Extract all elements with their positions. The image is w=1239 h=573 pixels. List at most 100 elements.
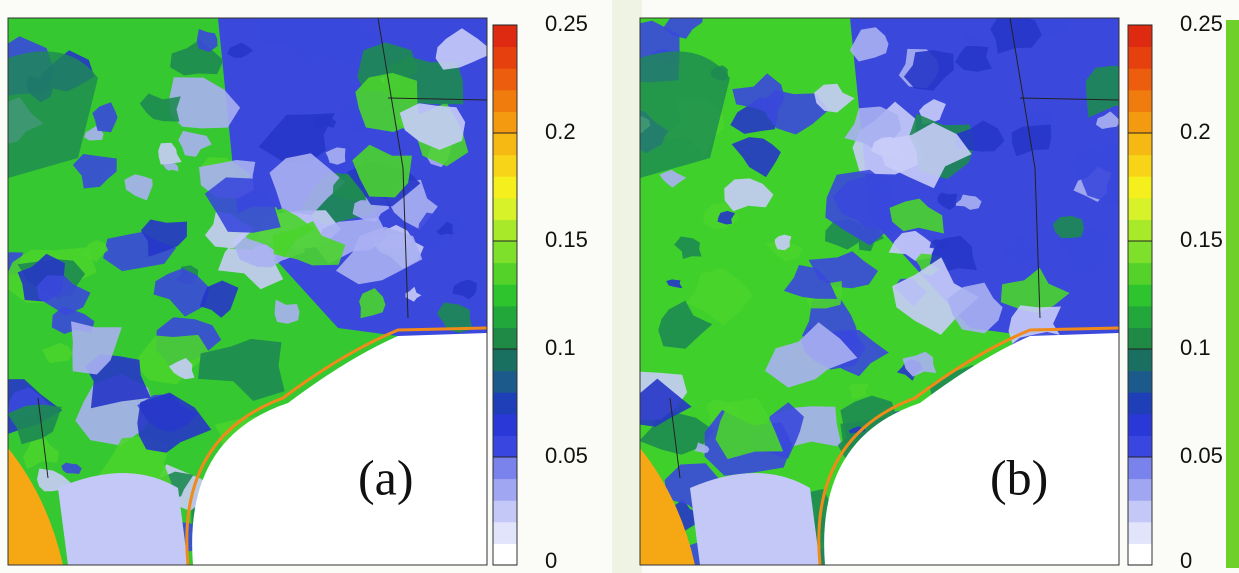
map-patch [825, 169, 893, 246]
map-patch [659, 169, 687, 188]
map-patch [889, 198, 944, 234]
map-patch [227, 42, 253, 58]
map-patch [1085, 65, 1119, 118]
colorbar-step [493, 457, 517, 480]
colorbar-tick-label: 0.15 [1180, 227, 1223, 252]
colorbar-tick-label: 0.05 [545, 443, 588, 468]
map-patch [1095, 111, 1119, 129]
colorbar-step [1128, 46, 1152, 69]
colorbar-tick-label: 0.2 [545, 119, 576, 144]
map-patch [178, 130, 212, 157]
map-patch [955, 45, 992, 72]
map-patch [717, 210, 736, 225]
map-patch [435, 28, 487, 70]
map-patch [325, 147, 346, 165]
map-patch [158, 142, 182, 165]
map-patch [42, 342, 73, 364]
map-patch [903, 50, 954, 91]
map-region [690, 473, 820, 565]
map-patch [196, 29, 218, 52]
map-patch [359, 288, 386, 319]
map-patch [8, 404, 62, 445]
map-patch [169, 77, 241, 129]
map-patch [640, 378, 692, 427]
colorbar-step [1128, 478, 1152, 501]
map-patch [162, 162, 179, 172]
colorbar-tick-label: 0.25 [545, 11, 588, 36]
map-patch [170, 39, 224, 76]
map-patch [724, 178, 774, 212]
colorbar-step [493, 500, 517, 523]
colorbar-tick-label: 0.1 [545, 335, 576, 360]
map-patch [955, 120, 1005, 152]
map-patch [92, 102, 118, 133]
map-patch [674, 236, 702, 259]
colorbar-tick-label: 0 [545, 548, 557, 573]
map-patch [399, 103, 466, 150]
colorbar-step [1128, 241, 1152, 264]
map-patch [1002, 235, 1037, 264]
colorbar-step [1128, 327, 1152, 350]
colorbar-step [1128, 68, 1152, 91]
map-patch [23, 436, 60, 470]
colorbar-step [493, 197, 517, 220]
map-patch [153, 268, 210, 317]
colorbar-tick-label: 0.1 [1180, 335, 1211, 360]
colorbar-step [1128, 219, 1152, 242]
map-patch [79, 240, 109, 262]
map-patch [765, 322, 858, 388]
colorbar-step [1128, 197, 1152, 220]
map-patch [732, 73, 785, 113]
colorbar-step [493, 543, 517, 566]
gulf [192, 333, 487, 565]
colorbar-step [493, 68, 517, 91]
colorbar-step [1128, 154, 1152, 177]
map-patch [311, 18, 379, 65]
coastline [185, 326, 487, 565]
map-patch [436, 221, 453, 236]
colorbar-step [1128, 284, 1152, 307]
map-patch [848, 383, 869, 400]
map-region [640, 448, 695, 565]
panel-gap [612, 0, 642, 573]
map-region [8, 51, 98, 179]
colorbar-step [493, 219, 517, 242]
colorbar-step [493, 435, 517, 458]
colorbar-step [493, 111, 517, 134]
map-patch [1000, 267, 1070, 313]
border [37, 18, 487, 479]
map-patch [36, 275, 91, 316]
colorbar-step [493, 521, 517, 544]
map-patch [849, 27, 889, 62]
colorbar-step [493, 478, 517, 501]
gulf [824, 333, 1119, 565]
map-patch [204, 177, 281, 233]
map-patch [61, 462, 82, 474]
map-panel [8, 18, 487, 565]
map-patch [137, 392, 212, 453]
map-patch [452, 279, 477, 300]
map-patch [937, 192, 958, 211]
map-patch [902, 351, 937, 377]
colorbar-step [1128, 435, 1152, 458]
colorbar-step [493, 392, 517, 415]
map-patch [269, 153, 346, 216]
map-region [850, 18, 1119, 348]
map-patch [352, 144, 412, 198]
map-patch [953, 194, 982, 210]
colorbar-step [493, 25, 517, 48]
map-patch [929, 239, 949, 249]
colorbar-step [1128, 413, 1152, 436]
map-patch [37, 468, 72, 492]
colorbar-step [1128, 111, 1152, 134]
map-patch [783, 265, 838, 299]
map-patch [686, 268, 753, 326]
map-region [58, 473, 188, 565]
map-panel [640, 18, 1119, 565]
colorbar-step [1128, 500, 1152, 523]
colorbar-step [1128, 543, 1152, 566]
colorbar-step [1128, 25, 1152, 48]
colorbar-step [493, 154, 517, 177]
colorbar-step [493, 89, 517, 112]
